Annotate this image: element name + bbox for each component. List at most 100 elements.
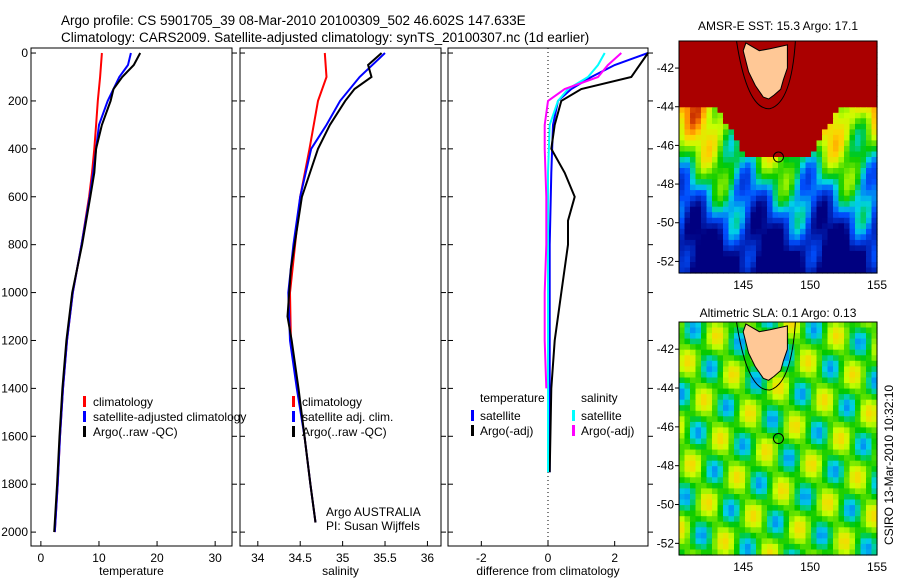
map-cell bbox=[706, 79, 713, 86]
map-cell bbox=[827, 140, 834, 147]
map-cell bbox=[833, 421, 840, 428]
map-cell bbox=[695, 516, 702, 523]
map-cell bbox=[838, 129, 845, 136]
map-cell bbox=[739, 516, 746, 523]
map-cell bbox=[695, 433, 702, 440]
map-cell bbox=[811, 494, 818, 501]
map-cell bbox=[684, 79, 691, 86]
map-cell bbox=[811, 184, 818, 191]
map-cell bbox=[734, 360, 741, 367]
map-cell bbox=[695, 333, 702, 340]
map-cell bbox=[739, 322, 746, 329]
map-cell bbox=[695, 140, 702, 147]
map-cell bbox=[739, 482, 746, 489]
map-cell bbox=[833, 355, 840, 362]
map-cell bbox=[811, 444, 818, 451]
map-cell bbox=[789, 471, 796, 478]
map-cell bbox=[679, 123, 686, 130]
map-cell bbox=[833, 101, 840, 108]
map-cell bbox=[844, 344, 851, 351]
map-cell bbox=[789, 140, 796, 147]
map-cell bbox=[778, 460, 785, 467]
map-cell bbox=[728, 322, 735, 329]
map-cell bbox=[728, 355, 735, 362]
map-cell bbox=[679, 543, 686, 550]
map-cell bbox=[794, 405, 801, 412]
map-cell bbox=[855, 344, 862, 351]
map-cell bbox=[822, 388, 829, 395]
map-cell bbox=[706, 543, 713, 550]
map-cell bbox=[739, 245, 746, 252]
map-cell bbox=[772, 245, 779, 252]
map-cell bbox=[838, 466, 845, 473]
map-cell bbox=[789, 63, 796, 70]
map-cell bbox=[849, 322, 856, 329]
map-cell bbox=[866, 228, 873, 235]
map-cell bbox=[783, 223, 790, 230]
map-cell bbox=[822, 505, 829, 512]
map-cell bbox=[761, 190, 768, 197]
map-cell bbox=[679, 488, 686, 495]
map-cell bbox=[739, 112, 746, 119]
map-cell bbox=[750, 549, 757, 556]
map-cell bbox=[706, 107, 713, 114]
map-cell bbox=[860, 499, 867, 506]
map-cell bbox=[844, 538, 851, 545]
map-cell bbox=[816, 394, 823, 401]
map-cell bbox=[728, 494, 735, 501]
map-cell bbox=[855, 96, 862, 103]
map-cell bbox=[767, 134, 774, 141]
map-cell bbox=[827, 245, 834, 252]
map-cell bbox=[756, 168, 763, 175]
map-cell bbox=[701, 322, 708, 329]
map-cell bbox=[844, 333, 851, 340]
map-cell bbox=[816, 212, 823, 219]
map-cell bbox=[849, 394, 856, 401]
map-cell bbox=[745, 394, 752, 401]
map-cell bbox=[701, 377, 708, 384]
map-cell bbox=[756, 466, 763, 473]
map-cell bbox=[816, 63, 823, 70]
map-cell bbox=[805, 355, 812, 362]
map-cell bbox=[701, 190, 708, 197]
map-cell bbox=[695, 239, 702, 246]
map-cell bbox=[772, 521, 779, 528]
map-cell bbox=[849, 179, 856, 186]
map-cell bbox=[866, 383, 873, 390]
legend-swatch bbox=[292, 426, 295, 437]
map-cell bbox=[756, 179, 763, 186]
map-cell bbox=[756, 438, 763, 445]
map-cell bbox=[750, 256, 757, 263]
map-cell bbox=[695, 543, 702, 550]
map-cell bbox=[871, 466, 878, 473]
map-cell bbox=[794, 532, 801, 539]
map-cell bbox=[712, 499, 719, 506]
map-cell bbox=[789, 494, 796, 501]
map-cell bbox=[739, 421, 746, 428]
map-cell bbox=[706, 322, 713, 329]
map-cell bbox=[690, 399, 697, 406]
map-cell bbox=[767, 377, 774, 384]
map-cell bbox=[745, 510, 752, 517]
map-cell bbox=[728, 123, 735, 130]
map-cell bbox=[783, 394, 790, 401]
map-cell bbox=[723, 262, 730, 269]
map-cell bbox=[855, 151, 862, 158]
map-cell bbox=[822, 223, 829, 230]
map-cell bbox=[772, 399, 779, 406]
map-cell bbox=[778, 455, 785, 462]
map-cell bbox=[778, 134, 785, 141]
map-cell bbox=[827, 355, 834, 362]
map-cell bbox=[706, 239, 713, 246]
map-cell bbox=[855, 129, 862, 136]
map-cell bbox=[684, 371, 691, 378]
map-cell bbox=[717, 151, 724, 158]
map-cell bbox=[849, 344, 856, 351]
map-cell bbox=[800, 140, 807, 147]
map-cell bbox=[855, 195, 862, 202]
map-cell bbox=[712, 256, 719, 263]
map-cell bbox=[695, 427, 702, 434]
map-cell bbox=[866, 355, 873, 362]
map-cell bbox=[838, 63, 845, 70]
map-cell bbox=[783, 549, 790, 556]
